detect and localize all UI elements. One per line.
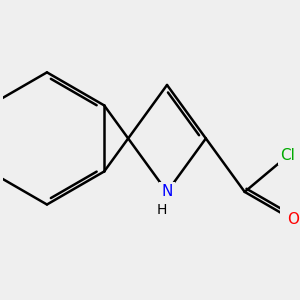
- Text: Cl: Cl: [280, 148, 295, 163]
- Text: N: N: [161, 184, 173, 200]
- Text: H: H: [157, 203, 167, 217]
- Text: O: O: [287, 212, 299, 227]
